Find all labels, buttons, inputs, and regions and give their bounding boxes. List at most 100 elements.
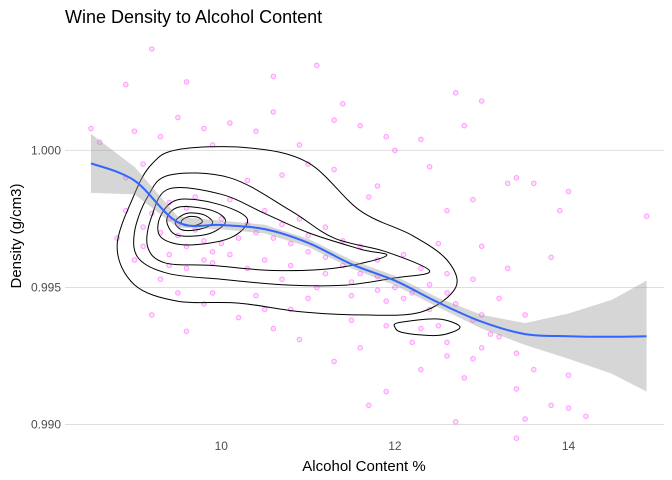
data-point xyxy=(400,251,407,258)
data-point xyxy=(140,224,146,230)
data-point xyxy=(383,298,390,305)
data-point xyxy=(426,281,433,288)
data-point xyxy=(201,238,207,244)
data-point xyxy=(270,73,277,80)
data-point xyxy=(522,416,528,422)
data-point xyxy=(201,257,207,263)
data-point xyxy=(470,355,476,362)
data-point xyxy=(565,372,572,379)
data-point xyxy=(392,147,398,154)
data-point xyxy=(131,128,138,134)
data-point xyxy=(478,345,485,351)
data-point xyxy=(270,235,277,241)
smooth-trend xyxy=(90,133,647,392)
data-point xyxy=(643,213,650,219)
data-point xyxy=(314,284,320,291)
data-point xyxy=(522,312,528,318)
data-point xyxy=(470,276,476,283)
data-point xyxy=(149,312,155,318)
data-point xyxy=(452,301,459,307)
data-point xyxy=(444,270,450,277)
data-point xyxy=(513,350,520,357)
data-point xyxy=(261,306,268,313)
data-point xyxy=(235,314,242,321)
x-tick-label: 14 xyxy=(562,439,576,453)
data-point xyxy=(426,164,433,170)
data-point xyxy=(296,336,303,343)
data-point xyxy=(227,120,233,126)
data-point xyxy=(374,287,381,294)
data-point xyxy=(209,260,216,266)
data-point xyxy=(444,290,450,296)
data-point xyxy=(131,257,138,263)
data-point xyxy=(504,265,511,272)
data-point xyxy=(140,243,146,250)
x-axis-title: Alcohol Content % xyxy=(302,458,425,475)
data-point xyxy=(183,79,190,85)
data-point xyxy=(452,90,459,96)
data-point xyxy=(175,290,181,296)
gridlines xyxy=(65,149,664,426)
data-point xyxy=(348,279,355,285)
data-point xyxy=(366,194,372,200)
data-point xyxy=(322,254,329,261)
data-point xyxy=(287,262,294,269)
data-point xyxy=(435,240,442,247)
data-point xyxy=(548,402,554,409)
y-tick-label: 0.995 xyxy=(31,280,61,294)
data-point xyxy=(322,270,329,277)
data-point xyxy=(418,366,424,373)
data-point xyxy=(305,249,311,255)
data-point xyxy=(253,292,259,299)
data-point xyxy=(478,98,485,104)
data-point xyxy=(357,270,364,277)
data-point xyxy=(383,323,390,329)
data-point xyxy=(183,328,190,335)
data-point xyxy=(366,402,372,409)
data-point xyxy=(331,166,337,173)
data-point xyxy=(418,136,424,143)
data-point xyxy=(209,290,216,296)
data-point xyxy=(157,276,164,283)
data-point xyxy=(244,177,251,184)
density-contour xyxy=(146,187,388,272)
chart-title: Wine Density to Alcohol Content xyxy=(65,7,322,27)
data-point xyxy=(418,325,424,332)
data-point xyxy=(357,345,364,351)
data-point xyxy=(383,388,390,395)
smooth-line xyxy=(90,162,647,338)
data-point xyxy=(478,243,485,250)
data-point xyxy=(279,221,285,228)
data-point xyxy=(123,81,129,88)
data-points xyxy=(88,46,650,442)
data-point xyxy=(270,109,277,115)
data-point xyxy=(496,334,502,340)
data-point xyxy=(305,232,311,239)
confidence-ribbon xyxy=(91,133,647,392)
y-tick-label: 1.000 xyxy=(31,143,61,157)
data-point xyxy=(287,240,294,247)
data-point xyxy=(261,257,268,263)
data-point xyxy=(279,276,285,283)
data-point xyxy=(565,405,572,411)
data-point xyxy=(418,265,424,272)
data-point xyxy=(192,194,198,200)
data-point xyxy=(253,128,259,134)
data-point xyxy=(409,290,416,296)
data-point xyxy=(392,284,398,291)
data-point xyxy=(513,435,520,442)
data-point xyxy=(487,331,494,337)
data-point xyxy=(478,312,485,318)
data-point xyxy=(444,353,450,359)
data-point xyxy=(149,46,155,52)
data-point xyxy=(348,292,355,299)
y-tick-labels: 0.990 0.995 1.000 xyxy=(31,143,61,431)
data-point xyxy=(461,122,468,129)
density-contour xyxy=(133,172,431,287)
density-contour xyxy=(157,198,249,246)
data-point xyxy=(209,249,216,255)
data-point xyxy=(253,229,259,236)
density-contour xyxy=(116,146,458,316)
data-point xyxy=(557,207,563,214)
